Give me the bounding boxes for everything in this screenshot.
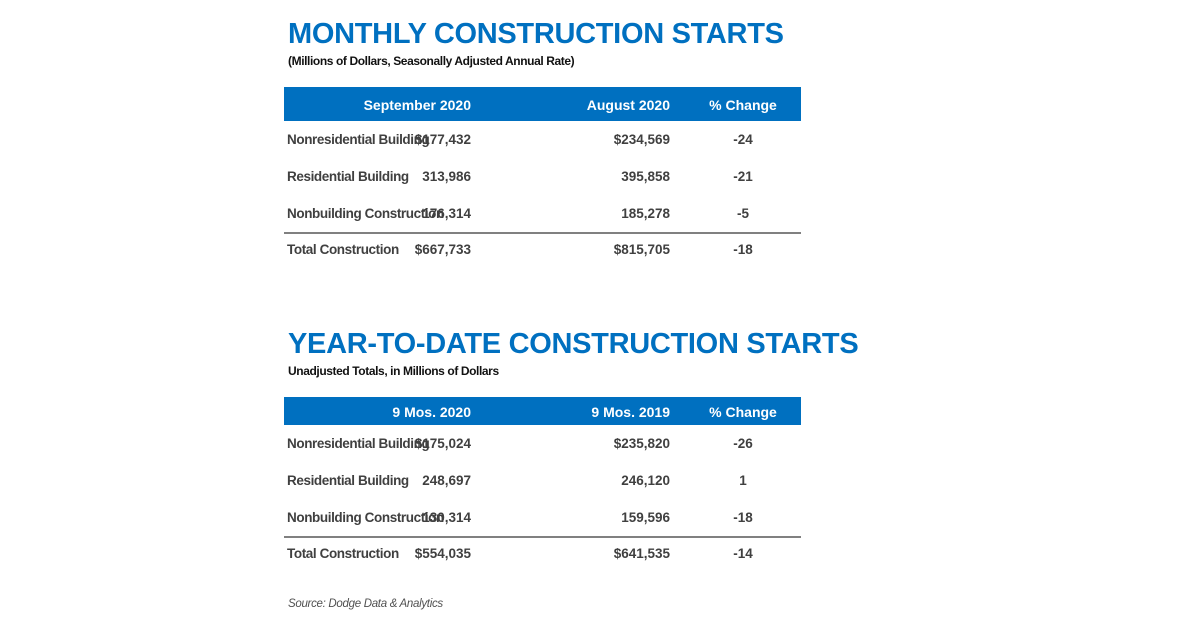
- ytd-subtitle: Unadjusted Totals, in Millions of Dollar…: [288, 364, 499, 378]
- row-label: Residential Building: [287, 473, 409, 488]
- ytd-table: 9 Mos. 2020 9 Mos. 2019 % Change Nonresi…: [284, 397, 801, 571]
- table-row: Residential Building 248,697 246,120 1: [284, 462, 801, 499]
- row-label: Nonbuilding Construction: [287, 510, 444, 525]
- percent-change: -5: [736, 206, 749, 221]
- table-row: Nonbuilding Construction 130,314 159,596…: [284, 499, 801, 536]
- row-label: Nonbuilding Construction: [287, 206, 444, 221]
- column-header: % Change: [709, 404, 777, 420]
- current-value: $667,733: [414, 242, 471, 257]
- percent-change: -18: [733, 242, 753, 257]
- column-header: % Change: [709, 97, 777, 113]
- percent-change: -26: [733, 436, 753, 451]
- previous-value: 395,858: [621, 169, 670, 184]
- percent-change: -14: [733, 546, 753, 561]
- row-label: Total Construction: [287, 242, 399, 257]
- current-value: $554,035: [414, 546, 471, 561]
- table-row: Residential Building 313,986 395,858 -21: [284, 158, 801, 195]
- column-header: 9 Mos. 2020: [392, 404, 471, 420]
- previous-value: $641,535: [613, 546, 670, 561]
- row-label: Nonresidential Building: [287, 436, 430, 451]
- previous-value: 246,120: [621, 473, 670, 488]
- current-value: 130,314: [422, 510, 471, 525]
- previous-value: $234,569: [613, 132, 670, 147]
- monthly-subtitle: (Millions of Dollars, Seasonally Adjuste…: [288, 54, 575, 68]
- percent-change: -21: [733, 169, 753, 184]
- current-value: 176,314: [422, 206, 471, 221]
- previous-value: 185,278: [621, 206, 670, 221]
- source-note: Source: Dodge Data & Analytics: [288, 598, 443, 610]
- monthly-title: MONTHLY CONSTRUCTION STARTS: [288, 18, 784, 50]
- percent-change: 1: [739, 473, 747, 488]
- column-header: September 2020: [363, 97, 471, 113]
- ytd-title: YEAR-TO-DATE CONSTRUCTION STARTS: [288, 328, 859, 360]
- current-value: $175,024: [414, 436, 471, 451]
- current-value: 248,697: [422, 473, 471, 488]
- percent-change: -24: [733, 132, 753, 147]
- row-label: Nonresidential Building: [287, 132, 430, 147]
- total-row: Total Construction $554,035 $641,535 -14: [284, 536, 801, 571]
- current-value: $177,432: [414, 132, 471, 147]
- table-header: September 2020 August 2020 % Change: [284, 87, 801, 121]
- current-value: 313,986: [422, 169, 471, 184]
- percent-change: -18: [733, 510, 753, 525]
- row-label: Total Construction: [287, 546, 399, 561]
- table-row: Nonresidential Building $175,024 $235,82…: [284, 425, 801, 462]
- table-row: Nonresidential Building $177,432 $234,56…: [284, 121, 801, 158]
- total-row: Total Construction $667,733 $815,705 -18: [284, 232, 801, 267]
- previous-value: 159,596: [621, 510, 670, 525]
- column-header: 9 Mos. 2019: [591, 404, 670, 420]
- previous-value: $815,705: [613, 242, 670, 257]
- row-label: Residential Building: [287, 169, 409, 184]
- table-row: Nonbuilding Construction 176,314 185,278…: [284, 195, 801, 232]
- table-header: 9 Mos. 2020 9 Mos. 2019 % Change: [284, 397, 801, 425]
- column-header: August 2020: [586, 97, 670, 113]
- previous-value: $235,820: [613, 436, 670, 451]
- monthly-table: September 2020 August 2020 % Change Nonr…: [284, 87, 801, 267]
